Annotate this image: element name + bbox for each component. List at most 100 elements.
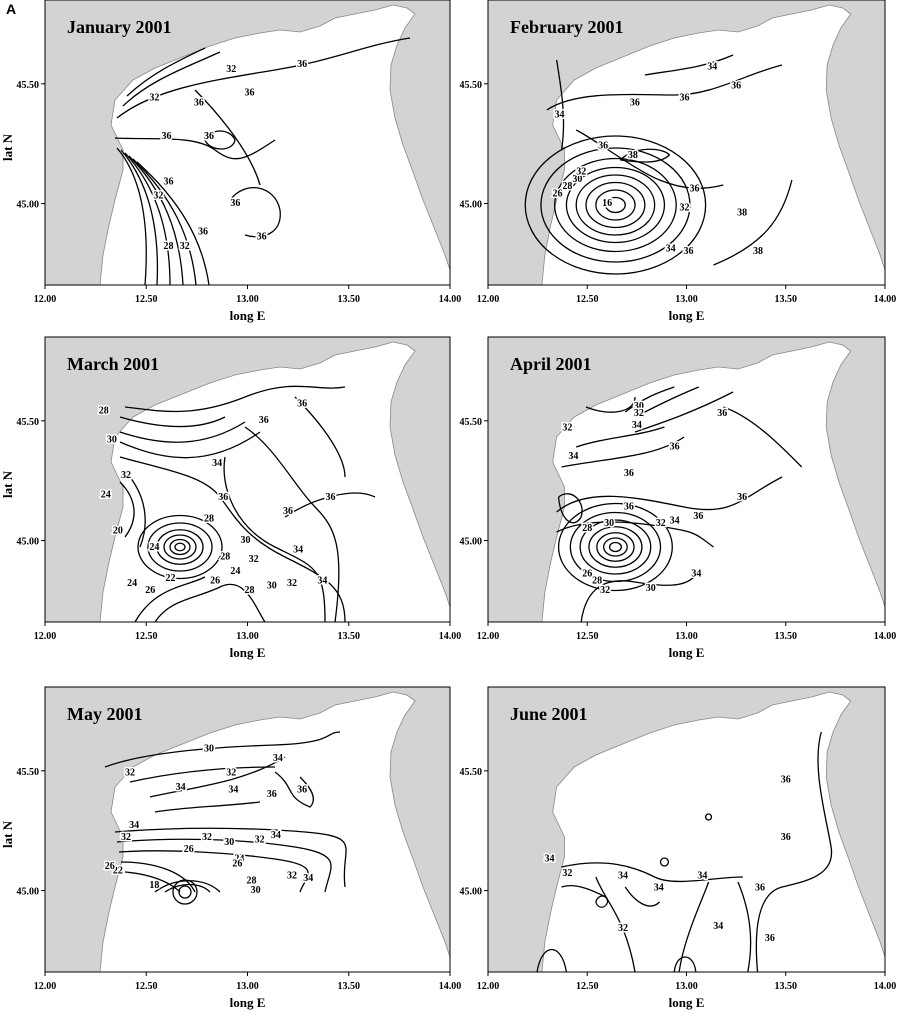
contour-label: 26 — [582, 568, 592, 579]
x-tick-label: 13.00 — [675, 631, 698, 642]
contour-label: 34 — [176, 782, 186, 793]
sea-layer — [100, 342, 450, 622]
sea — [542, 342, 885, 622]
contour-label: 24 — [149, 542, 159, 553]
contour-label: 32 — [618, 923, 628, 934]
contour-label: 32 — [562, 422, 572, 433]
contour-label: 28 — [582, 523, 592, 534]
contour-label: 36 — [267, 789, 277, 800]
contour-label: 32 — [287, 578, 297, 589]
contour-line — [150, 757, 285, 797]
x-tick-label: 13.50 — [338, 631, 361, 642]
contour-line — [597, 533, 634, 562]
contour-label: 32 — [180, 241, 190, 252]
contour-line — [723, 407, 801, 467]
contour-label: 32 — [202, 832, 212, 843]
contour-label: 36 — [198, 227, 208, 238]
contour-line — [115, 828, 346, 887]
x-axis-label: long E — [230, 645, 266, 660]
x-tick-label: 14.00 — [874, 294, 897, 305]
x-tick-label: 12.50 — [576, 631, 599, 642]
contour-label: 38 — [737, 207, 747, 218]
contour-line — [275, 772, 313, 807]
contour-line — [205, 131, 235, 149]
contour-line — [170, 540, 190, 555]
contour-line — [120, 422, 245, 442]
contour-line — [120, 432, 260, 458]
contour-label: 24 — [127, 578, 137, 589]
contour-line — [125, 153, 170, 285]
x-axis-label: long E — [669, 308, 705, 323]
contour-line — [155, 584, 265, 622]
contour-label: 36 — [297, 59, 307, 70]
x-axis-label: long E — [230, 995, 266, 1010]
sea-layer — [525, 5, 885, 285]
contour-label: 28 — [247, 875, 257, 886]
x-tick-label: 12.50 — [135, 294, 158, 305]
contour-line — [120, 457, 345, 622]
contour-line — [555, 159, 677, 252]
contour-label: 30 — [572, 174, 582, 185]
contour-label: 36 — [717, 408, 727, 419]
x-tick-label: 13.00 — [675, 294, 698, 305]
contour-line — [635, 392, 733, 432]
contour-line — [125, 872, 180, 892]
contour-label: 36 — [670, 441, 680, 452]
contour-label: 32 — [600, 585, 610, 596]
contour-line — [164, 535, 196, 559]
contour-line — [738, 882, 751, 972]
contour-label: 24 — [101, 489, 111, 500]
contour-line — [576, 130, 723, 188]
contour-label: 34 — [545, 854, 555, 865]
sea — [542, 5, 885, 285]
y-tick-label: 45.00 — [460, 537, 483, 548]
contour-label: 24 — [230, 566, 240, 577]
contour-label: 18 — [149, 880, 159, 891]
contour-line — [576, 427, 664, 447]
contour-label: 30 — [634, 401, 644, 412]
x-tick-label: 12.00 — [477, 294, 500, 305]
contour-label: 22 — [113, 866, 123, 877]
y-tick-label: 45.50 — [460, 417, 483, 428]
contour-label: 30 — [604, 518, 614, 529]
contour-label: 34 — [618, 870, 628, 881]
y-tick-label: 45.50 — [460, 80, 483, 91]
contour-label: 32 — [562, 868, 572, 879]
contour-label: 34 — [293, 544, 303, 555]
contour-label: 34 — [697, 870, 707, 881]
y-tick-label: 45.50 — [17, 80, 40, 91]
contour-label: 26 — [210, 576, 220, 587]
contour-label: 36 — [630, 97, 640, 108]
contour-line — [245, 427, 339, 622]
contour-line — [120, 417, 225, 426]
contour-line — [562, 437, 685, 467]
contour-label: 30 — [204, 744, 214, 755]
contour-label: 36 — [781, 832, 791, 843]
sea-layer — [100, 692, 450, 972]
contour-label: 36 — [204, 131, 214, 142]
contour-line — [117, 839, 331, 892]
contour-label: 36 — [781, 775, 791, 786]
contour-label: 22 — [166, 573, 176, 584]
contour-label: 26 — [105, 861, 115, 872]
contour-line — [604, 538, 628, 556]
contour-line — [120, 482, 134, 537]
x-tick-label: 12.50 — [576, 294, 599, 305]
contour-line — [645, 55, 733, 75]
contour-line — [135, 577, 205, 622]
contour-line — [580, 520, 651, 574]
contour-label: 28 — [562, 181, 572, 192]
contour-line — [713, 180, 791, 265]
contour-label: 36 — [755, 882, 765, 893]
contour-line — [105, 732, 340, 767]
contour-label: 36 — [218, 492, 228, 503]
contour-line — [586, 183, 645, 228]
contour-line — [525, 136, 705, 274]
contour-line — [566, 168, 664, 243]
contour-line — [119, 851, 308, 892]
contour-line — [230, 188, 280, 237]
contour-label: 36 — [257, 231, 267, 242]
contour-line — [570, 513, 660, 582]
x-tick-label: 13.50 — [338, 981, 361, 992]
contour-line — [606, 198, 626, 213]
